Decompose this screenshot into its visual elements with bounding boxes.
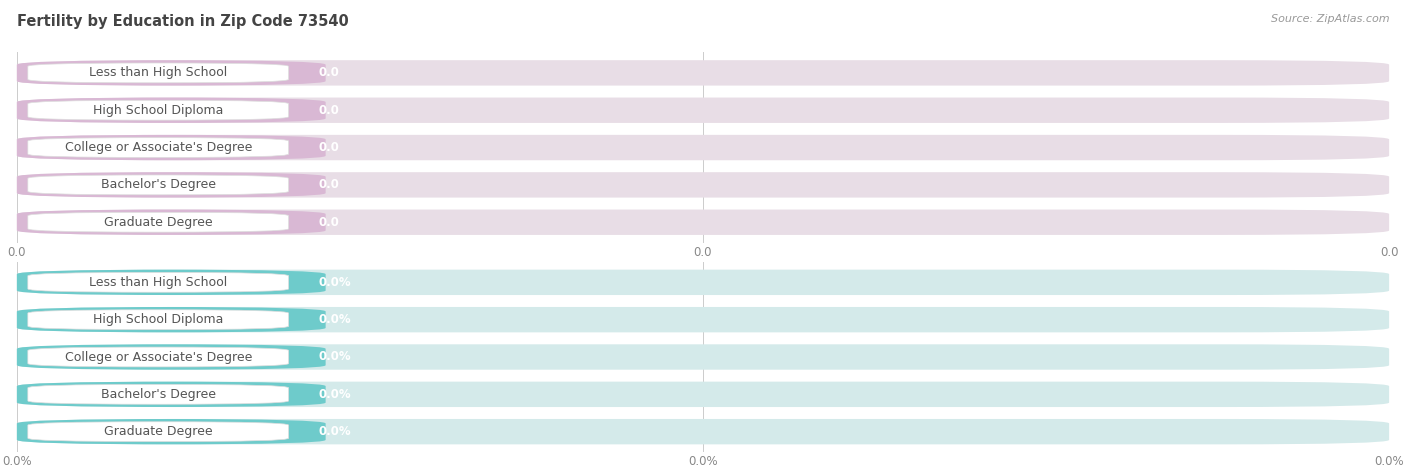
FancyBboxPatch shape [17, 172, 1389, 198]
Text: 0.0%: 0.0% [319, 425, 352, 438]
Text: 0.0%: 0.0% [319, 276, 352, 289]
FancyBboxPatch shape [17, 135, 326, 160]
FancyBboxPatch shape [28, 175, 288, 195]
FancyBboxPatch shape [17, 269, 1389, 295]
FancyBboxPatch shape [17, 98, 326, 123]
FancyBboxPatch shape [17, 172, 326, 198]
Text: 0.0: 0.0 [319, 66, 340, 79]
FancyBboxPatch shape [28, 63, 288, 83]
FancyBboxPatch shape [28, 347, 288, 367]
FancyBboxPatch shape [17, 269, 326, 295]
FancyBboxPatch shape [28, 422, 288, 442]
FancyBboxPatch shape [17, 307, 1389, 332]
Text: 0.0%: 0.0% [319, 313, 352, 326]
Text: 0.0: 0.0 [319, 216, 340, 229]
FancyBboxPatch shape [28, 100, 288, 120]
FancyBboxPatch shape [17, 60, 326, 86]
FancyBboxPatch shape [17, 209, 326, 235]
Text: Fertility by Education in Zip Code 73540: Fertility by Education in Zip Code 73540 [17, 14, 349, 30]
Text: Less than High School: Less than High School [89, 66, 228, 79]
FancyBboxPatch shape [17, 307, 326, 332]
FancyBboxPatch shape [17, 344, 1389, 370]
Text: High School Diploma: High School Diploma [93, 104, 224, 117]
FancyBboxPatch shape [28, 212, 288, 232]
Text: College or Associate's Degree: College or Associate's Degree [65, 350, 252, 364]
Text: 0.0%: 0.0% [319, 350, 352, 364]
FancyBboxPatch shape [17, 382, 326, 407]
FancyBboxPatch shape [17, 419, 1389, 445]
Text: Graduate Degree: Graduate Degree [104, 425, 212, 438]
Text: 0.0: 0.0 [319, 178, 340, 191]
Text: Graduate Degree: Graduate Degree [104, 216, 212, 229]
FancyBboxPatch shape [17, 98, 1389, 123]
Text: 0.0: 0.0 [319, 141, 340, 154]
FancyBboxPatch shape [28, 138, 288, 158]
Text: Less than High School: Less than High School [89, 276, 228, 289]
FancyBboxPatch shape [17, 209, 1389, 235]
FancyBboxPatch shape [28, 385, 288, 404]
Text: High School Diploma: High School Diploma [93, 313, 224, 326]
Text: 0.0%: 0.0% [319, 388, 352, 401]
FancyBboxPatch shape [28, 310, 288, 329]
FancyBboxPatch shape [17, 382, 1389, 407]
FancyBboxPatch shape [17, 135, 1389, 160]
FancyBboxPatch shape [17, 344, 326, 370]
Text: College or Associate's Degree: College or Associate's Degree [65, 141, 252, 154]
FancyBboxPatch shape [17, 60, 1389, 86]
Text: 0.0: 0.0 [319, 104, 340, 117]
FancyBboxPatch shape [17, 419, 326, 445]
FancyBboxPatch shape [28, 272, 288, 292]
Text: Bachelor's Degree: Bachelor's Degree [101, 388, 215, 401]
Text: Bachelor's Degree: Bachelor's Degree [101, 178, 215, 191]
Text: Source: ZipAtlas.com: Source: ZipAtlas.com [1271, 14, 1389, 24]
